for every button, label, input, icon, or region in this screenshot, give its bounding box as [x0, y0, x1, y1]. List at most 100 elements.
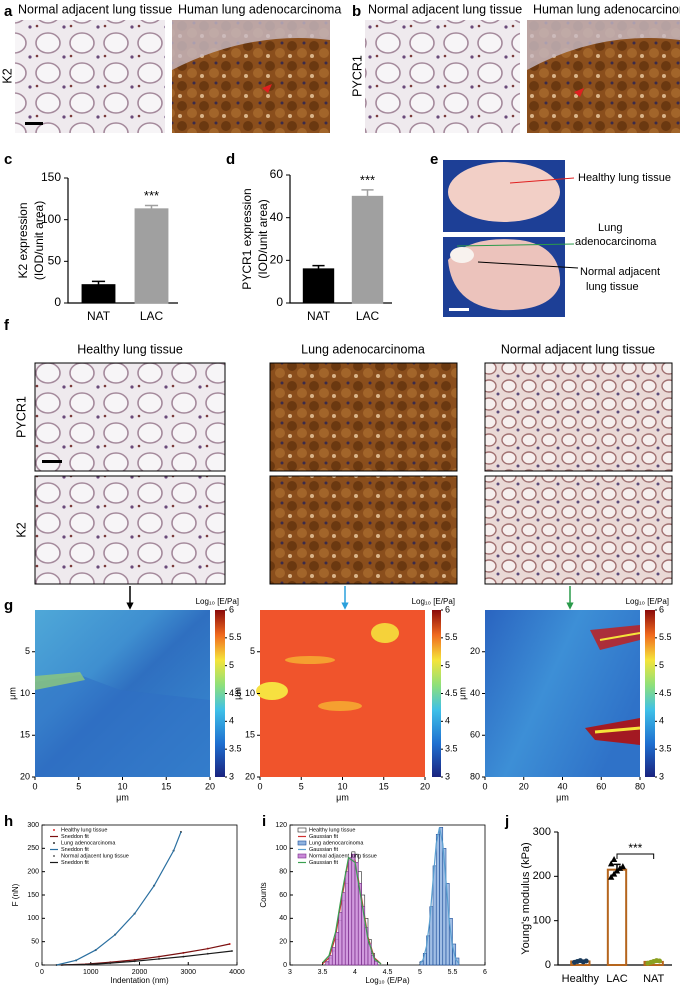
colorbar-tick-label: 3	[659, 771, 664, 781]
photo-label: Healthy lung tissue	[578, 172, 671, 184]
y-tick-label: 10	[20, 688, 30, 698]
colorbar-tick-label: 4	[445, 716, 450, 726]
y-tick-label: 50	[48, 254, 62, 268]
x-tick-label: 3.5	[318, 969, 328, 976]
legend-label: Lung adenocarcinoma	[309, 840, 364, 846]
y-tick-label: 300	[533, 826, 551, 838]
data-point	[616, 864, 624, 871]
tissue-edge	[172, 20, 330, 70]
legend-label: Lung adenocarcinoma	[61, 840, 116, 846]
significance-bracket	[616, 853, 655, 859]
colorbar-tick-label: 5.5	[229, 632, 242, 642]
y-tick-label: 150	[41, 170, 61, 184]
legend-swatch	[297, 840, 307, 846]
legend-label: Healthy lung tissue	[309, 827, 355, 833]
x-tick-label: LAC	[356, 309, 380, 323]
x-tick-label: Healthy	[562, 973, 600, 985]
pointer	[477, 261, 579, 269]
column-title: Lung adenocarcinoma	[301, 342, 425, 356]
y-tick-label: 0	[276, 295, 283, 309]
arrowhead	[262, 84, 272, 93]
legend-swatch	[53, 842, 55, 844]
y-tick-label: 300	[27, 822, 39, 829]
heatmap-region	[371, 623, 399, 643]
x-tick-label: 0	[32, 781, 37, 791]
x-axis-title: Indentation (nm)	[110, 976, 169, 985]
row-label: K2	[14, 522, 28, 537]
stain-label: PYCR1	[350, 55, 364, 97]
colorbar-title: Log₁₀ [E/Pa]	[412, 597, 455, 606]
panel-label: g	[4, 597, 13, 614]
y-axis-title: μm	[7, 687, 17, 700]
colorbar-title: Log₁₀ [E/Pa]	[196, 597, 239, 606]
fit-line	[419, 827, 460, 965]
y-axis-title: Counts	[259, 882, 268, 907]
y-tick-label: 10	[245, 688, 255, 698]
y-tick-label: 60	[279, 892, 287, 899]
stain-label: K2	[0, 68, 14, 83]
y-tick-label: 120	[275, 822, 287, 829]
histogram-bar	[338, 912, 343, 966]
y-tick-label: 100	[275, 845, 287, 852]
bar	[81, 284, 116, 304]
micrograph	[34, 475, 226, 585]
y-tick-label: 80	[279, 869, 287, 876]
micrograph	[484, 362, 673, 472]
y-tick-label: 40	[279, 915, 287, 922]
x-tick-label: NAT	[87, 309, 111, 323]
histogram-bar	[325, 961, 330, 966]
y-tick-label: 15	[245, 730, 255, 740]
y-tick-label: 40	[470, 688, 480, 698]
micrograph	[269, 362, 458, 472]
arrowhead	[574, 88, 584, 97]
x-tick-label: 80	[635, 781, 645, 791]
legend-label: Gaussian fit	[309, 834, 339, 840]
histogram-bar	[344, 871, 349, 966]
data-point	[583, 958, 589, 964]
heatmap-region	[256, 682, 288, 700]
colorbar-tick-label: 5.5	[659, 632, 672, 642]
y-tick-label: 0	[54, 295, 61, 309]
heatmap	[260, 610, 425, 777]
x-tick-label: NAT	[307, 309, 331, 323]
x-axis-title: Log₁₀ (E/Pa)	[365, 976, 410, 985]
x-tick-label: 20	[420, 781, 430, 791]
heatmap-region	[35, 672, 85, 690]
photo-label: Normal adjacent	[580, 266, 660, 278]
y-tick-label: 15	[20, 730, 30, 740]
error-bar	[361, 189, 374, 197]
x-tick-label: 4.5	[383, 969, 393, 976]
x-tick-label: 5	[418, 969, 422, 976]
x-tick-label: 40	[557, 781, 567, 791]
legend-label: Normal adjacent lung tissue	[309, 853, 377, 859]
bar	[302, 268, 335, 304]
x-tick-label: 2000	[132, 969, 148, 976]
panel-label: c	[4, 151, 12, 168]
x-tick-label: NAT	[643, 973, 664, 985]
x-tick-label: 4	[353, 969, 357, 976]
tissue	[448, 239, 561, 311]
y-tick-label: 150	[27, 892, 39, 899]
scale-bar	[25, 122, 43, 125]
tissue	[448, 162, 560, 222]
x-tick-label: LAC	[140, 309, 164, 323]
colorbar-tick-label: 3.5	[445, 744, 458, 754]
y-tick-label: 200	[27, 869, 39, 876]
histogram-bar	[348, 857, 353, 966]
image-title: Normal adjacent lung tissue	[368, 2, 522, 16]
data-point	[619, 863, 627, 870]
y-tick-label: 20	[279, 939, 287, 946]
y-axis-title: (IOD/unit area)	[256, 199, 270, 278]
histogram-bar	[435, 834, 440, 966]
histogram-bar	[335, 932, 340, 966]
pointer	[456, 243, 575, 247]
x-tick-label: 6	[483, 969, 487, 976]
scale-bar	[42, 460, 62, 463]
fit-line	[322, 856, 382, 965]
y-tick-label: 60	[470, 730, 480, 740]
x-tick-label: 0	[482, 781, 487, 791]
x-axis-title: μm	[116, 792, 129, 802]
y-tick-label: 20	[20, 771, 30, 781]
x-tick-label: 10	[117, 781, 127, 791]
x-tick-label: 3	[288, 969, 292, 976]
